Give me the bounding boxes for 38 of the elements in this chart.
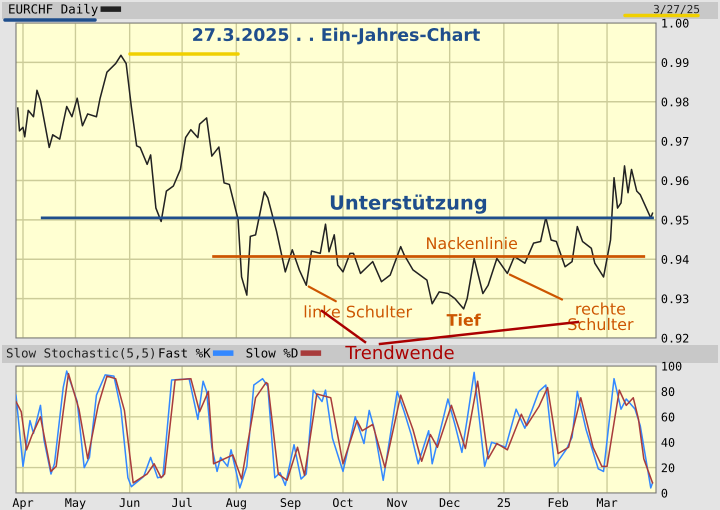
chart-title: Slow Stochastic(5,5) (6, 348, 154, 360)
x-tick-label: May (65, 498, 86, 510)
x-tick-label: Aug (226, 498, 246, 510)
text: 3/27/25 (654, 4, 700, 14)
y-tick-label: 0.92 (662, 334, 688, 343)
legend-label: Slow %D (246, 348, 298, 358)
y-tick-label: 0.93 (662, 294, 688, 304)
x-tick-label: Nov (387, 498, 408, 508)
x-tick-label: Dec (440, 498, 460, 508)
y-tick-label: 0 (662, 488, 668, 498)
chart-title: 27.3.2025 . . Ein-Jahres-Chart (193, 28, 480, 44)
y-tick-label: 80 (662, 387, 674, 396)
x-tick-label: Oct (333, 498, 352, 508)
y-tick-label: 1.00 (662, 18, 689, 28)
series-label: Nackenlinie (427, 236, 518, 250)
annotation: Tief (446, 314, 481, 326)
x-tick-label: Sep (280, 498, 300, 510)
x-tick-label: Jun (120, 498, 140, 508)
y-tick-label: 20 (662, 463, 674, 472)
y-tick-label: 60 (662, 412, 674, 422)
y-tick-label: 0.98 (662, 98, 689, 106)
x-tick-label: 25 (498, 498, 510, 508)
annotation: rechte Schulter (568, 302, 634, 330)
y-tick-label: 0.94 (662, 255, 689, 264)
y-tick-label: 0.96 (662, 176, 689, 186)
x-tick-label: Mar (596, 498, 618, 508)
legend-label: Fast %K (159, 348, 211, 358)
text: Trendwende (345, 345, 454, 360)
x-tick-label: Apr (12, 498, 34, 510)
y-tick-label: 0.97 (662, 136, 688, 146)
series-label: Unterstützung (330, 194, 486, 214)
y-tick-label: 100 (662, 362, 682, 371)
x-tick-label: Feb (548, 498, 568, 508)
y-tick-label: 0.99 (662, 58, 688, 68)
y-tick-label: 0.95 (662, 216, 688, 225)
y-tick-label: 40 (661, 438, 674, 447)
legend-label: EURCHF Daily (9, 4, 98, 16)
x-tick-label: Jul (172, 498, 192, 508)
